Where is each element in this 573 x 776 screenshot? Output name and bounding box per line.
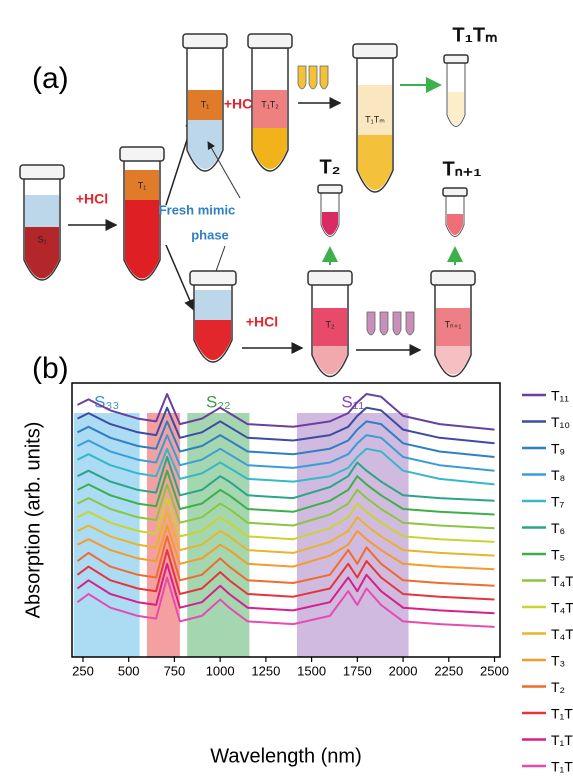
x-tick-label: 1500 bbox=[297, 663, 326, 678]
spectrum-line bbox=[77, 434, 495, 472]
small-tube bbox=[443, 54, 469, 127]
tube: Tₙ₊₁ bbox=[430, 270, 476, 377]
spectrum-line bbox=[77, 393, 495, 431]
small-tubes bbox=[366, 311, 415, 336]
tube-label: T₂ bbox=[326, 319, 335, 329]
x-tick-label: 1000 bbox=[206, 663, 235, 678]
spectrum-line bbox=[77, 447, 495, 486]
annotation: phase bbox=[191, 227, 229, 242]
x-tick-label: 1750 bbox=[343, 663, 372, 678]
reagent: +HCl bbox=[246, 314, 278, 330]
spectrum-line bbox=[76, 562, 495, 615]
chart: S₃₃ S₂₂ S₁₁ 250 500 750 1000 1250 1500 1750 2000 22… bbox=[22, 382, 573, 775]
tube: T₁ bbox=[182, 33, 228, 172]
spectrum-line bbox=[77, 456, 495, 502]
legend-label: T₁₀ bbox=[551, 414, 570, 430]
spectrum-line bbox=[76, 576, 495, 628]
tube-label: T₁ bbox=[138, 180, 147, 190]
legend-label: T₄T₃ bbox=[551, 573, 573, 589]
tube: T₁T₂ bbox=[247, 33, 293, 172]
legend-label: T₅ bbox=[551, 547, 565, 563]
band-label: S₁₁ bbox=[341, 392, 364, 411]
spectrum-line bbox=[77, 483, 495, 530]
x-tick-label: 250 bbox=[72, 663, 94, 678]
x-tick-label: 2250 bbox=[434, 663, 463, 678]
legend-label: T₉ bbox=[551, 441, 565, 457]
panel-label: (a) bbox=[32, 62, 69, 95]
tube: T₁ bbox=[119, 146, 165, 281]
panel-label: (b) bbox=[32, 352, 69, 385]
plot-frame bbox=[71, 382, 501, 658]
reagent: +HCl bbox=[76, 191, 108, 207]
legend-label: T₆ bbox=[551, 520, 565, 536]
spectrum-line bbox=[77, 524, 495, 571]
x-tick-label: 1250 bbox=[251, 663, 280, 678]
tube bbox=[189, 270, 237, 363]
spectrum-line bbox=[77, 406, 495, 445]
legend-label: T₃ bbox=[551, 653, 565, 669]
legend-label: T₁₁ bbox=[551, 388, 569, 404]
tube-label: T₁Tₘ bbox=[365, 114, 385, 124]
x-tick-label: 2500 bbox=[480, 663, 509, 678]
reagent: +HCl bbox=[224, 96, 256, 112]
annotation: Fresh mimic bbox=[159, 202, 236, 217]
spectrum-line bbox=[76, 549, 495, 601]
band-label: S₂₂ bbox=[206, 392, 231, 411]
band bbox=[296, 413, 409, 657]
legend-label: T₇ bbox=[551, 494, 565, 510]
tube: S₁ bbox=[19, 164, 65, 281]
small-tube bbox=[317, 184, 343, 237]
spectrum-line bbox=[77, 420, 495, 458]
x-tick-label: 2000 bbox=[389, 663, 418, 678]
legend-label: T₄T₁ bbox=[551, 626, 573, 642]
tube-label: T₁ bbox=[201, 99, 210, 109]
sample-title: T₁Tₘ bbox=[452, 24, 497, 46]
legend-label: T₂ bbox=[551, 679, 565, 695]
legend-label: T₈ bbox=[551, 467, 565, 483]
tube-label: Tₙ₊₁ bbox=[445, 319, 462, 329]
spectrum-line bbox=[76, 535, 495, 587]
tube: T₁Tₘ bbox=[352, 43, 398, 193]
arrow bbox=[165, 244, 196, 312]
y-axis-label: Absorption (arb. units) bbox=[22, 422, 44, 619]
x-tick-label: 500 bbox=[118, 663, 140, 678]
band-label: S₃₃ bbox=[94, 392, 119, 411]
tube-label: S₁ bbox=[37, 234, 46, 244]
tube: T₂ bbox=[307, 270, 353, 377]
diagram: (a) (b) S₁ +HCl T₁ T₁ +HCl T₁T₂ T bbox=[19, 24, 498, 385]
small-tube bbox=[442, 187, 468, 237]
pointer bbox=[207, 141, 241, 199]
spectrum-line bbox=[77, 497, 495, 543]
sample-title: T₂ bbox=[319, 156, 340, 178]
small-tubes bbox=[297, 65, 329, 90]
legend-label: T₁T₃ bbox=[551, 706, 573, 722]
x-axis-label: Wavelength (nm) bbox=[210, 745, 362, 767]
tube-label: T₁T₂ bbox=[261, 99, 279, 109]
spectrum-line bbox=[77, 469, 495, 516]
spectrum-line bbox=[77, 510, 495, 557]
legend-label: T₁T₂ bbox=[551, 732, 573, 748]
sample-title: Tₙ₊₁ bbox=[442, 158, 481, 180]
x-tick-label: 750 bbox=[164, 663, 186, 678]
legend-label: T₄T₂ bbox=[551, 600, 573, 616]
